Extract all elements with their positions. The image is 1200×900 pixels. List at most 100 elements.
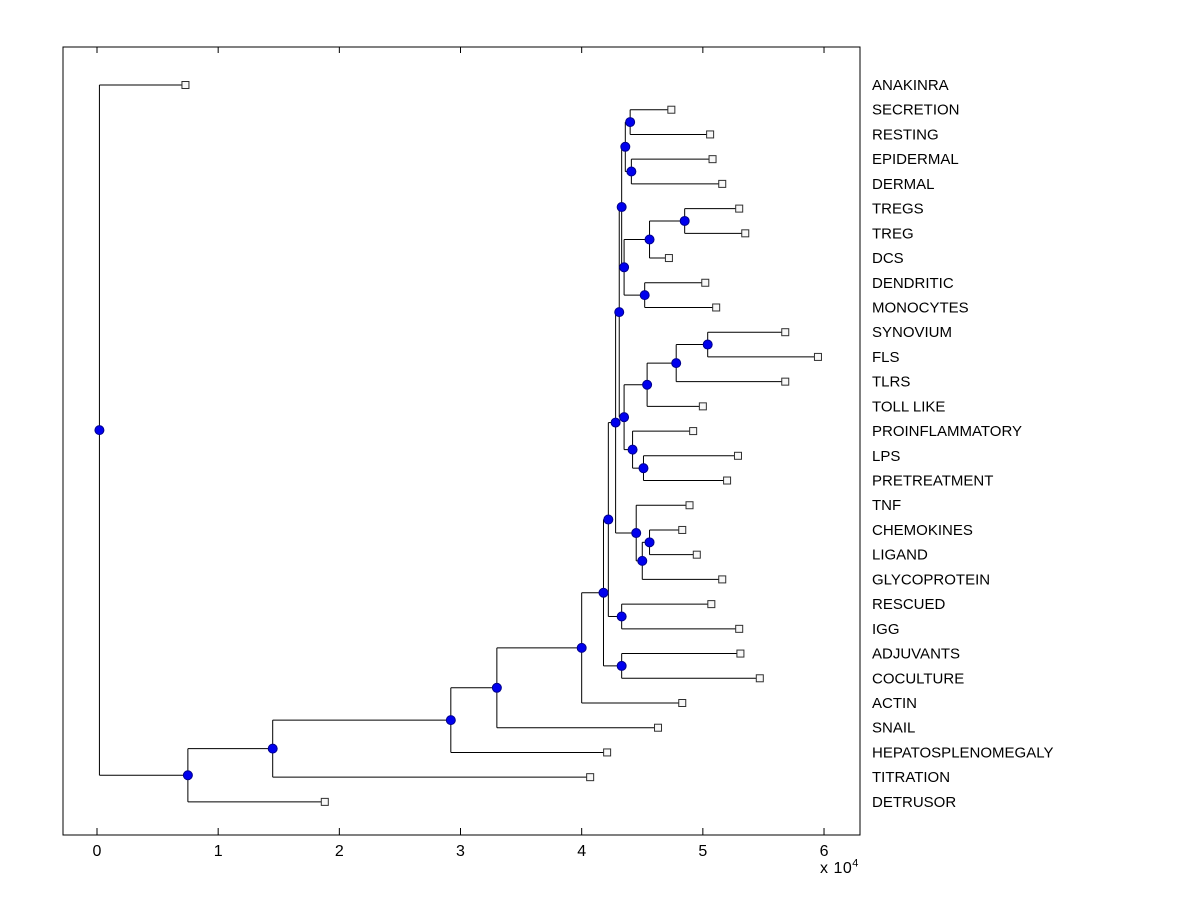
leaf-label: DENDRITIC bbox=[872, 275, 954, 292]
internal-node-marker bbox=[644, 234, 655, 245]
leaf-marker bbox=[692, 550, 701, 559]
leaf-marker bbox=[603, 748, 612, 757]
x-tick-label: 4 bbox=[577, 843, 586, 860]
internal-node-marker bbox=[598, 587, 609, 598]
leaf-marker bbox=[781, 328, 790, 337]
x-tick-label: 2 bbox=[335, 843, 344, 860]
leaf-label: MONOCYTES bbox=[872, 299, 969, 316]
internal-node-marker bbox=[94, 425, 105, 436]
axes-box bbox=[62, 46, 861, 836]
leaf-label: FLS bbox=[872, 349, 900, 366]
leaf-label: DERMAL bbox=[872, 176, 935, 193]
leaf-marker bbox=[712, 303, 721, 312]
leaf-label: TREG bbox=[872, 225, 914, 242]
leaf-label: CHEMOKINES bbox=[872, 522, 973, 539]
leaf-label: ADJUVANTS bbox=[872, 646, 960, 663]
leaf-label: COCULTURE bbox=[872, 670, 964, 687]
internal-node-marker bbox=[182, 770, 193, 781]
leaf-marker bbox=[741, 229, 750, 238]
x-tick-label: 0 bbox=[93, 843, 102, 860]
leaf-label: EPIDERMAL bbox=[872, 151, 959, 168]
leaf-marker bbox=[685, 501, 694, 510]
leaf-marker bbox=[735, 204, 744, 213]
internal-node-marker bbox=[614, 307, 625, 318]
leaf-marker bbox=[320, 797, 329, 806]
internal-node-marker bbox=[626, 166, 637, 177]
leaf-marker bbox=[733, 451, 742, 460]
leaf-marker bbox=[813, 352, 822, 361]
x-tick-label: 3 bbox=[456, 843, 465, 860]
leaf-label: PROINFLAMMATORY bbox=[872, 423, 1022, 440]
internal-node-marker bbox=[702, 339, 713, 350]
leaf-marker bbox=[707, 600, 716, 609]
leaf-label: RESCUED bbox=[872, 596, 946, 613]
leaf-label: TNF bbox=[872, 497, 901, 514]
leaf-marker bbox=[698, 402, 707, 411]
leaf-label: ACTIN bbox=[872, 695, 917, 712]
internal-node-marker bbox=[445, 715, 456, 726]
internal-node-marker bbox=[603, 514, 614, 525]
internal-node-marker bbox=[616, 202, 627, 213]
internal-node-marker bbox=[625, 117, 636, 128]
leaf-label: RESTING bbox=[872, 126, 939, 143]
leaf-label: LIGAND bbox=[872, 547, 928, 564]
leaf-marker bbox=[664, 254, 673, 263]
internal-node-marker bbox=[638, 463, 649, 474]
leaf-marker bbox=[181, 81, 190, 89]
leaf-marker bbox=[701, 278, 710, 287]
x-axis-multiplier-prefix: x 10 bbox=[820, 860, 853, 877]
leaf-marker bbox=[678, 699, 687, 707]
leaf-marker bbox=[755, 674, 764, 683]
internal-node-marker bbox=[619, 262, 630, 273]
internal-node-marker bbox=[631, 528, 642, 539]
leaf-marker bbox=[723, 476, 732, 485]
leaf-label: ANAKINRA bbox=[872, 77, 949, 94]
leaf-label: TREGS bbox=[872, 201, 924, 218]
leaf-marker bbox=[678, 525, 687, 534]
leaf-label: SYNOVIUM bbox=[872, 324, 952, 341]
leaf-marker bbox=[781, 377, 790, 386]
leaf-label: PRETREATMENT bbox=[872, 473, 993, 490]
internal-node-marker bbox=[610, 417, 621, 428]
leaf-marker bbox=[708, 155, 717, 164]
internal-node-marker bbox=[639, 290, 650, 301]
leaf-label: GLYCOPROTEIN bbox=[872, 571, 990, 588]
leaf-marker bbox=[718, 575, 727, 584]
leaf-label: SECRETION bbox=[872, 102, 960, 119]
leaf-marker bbox=[735, 624, 744, 633]
x-axis-multiplier-exponent: 4 bbox=[852, 857, 859, 870]
leaf-marker bbox=[689, 427, 698, 436]
x-axis-multiplier: x 104 bbox=[820, 857, 859, 878]
internal-node-marker bbox=[642, 379, 653, 390]
x-tick-label: 5 bbox=[698, 843, 707, 860]
internal-node-marker bbox=[616, 611, 627, 622]
internal-node-marker bbox=[619, 412, 630, 423]
leaf-marker bbox=[736, 649, 745, 658]
leaf-label: DETRUSOR bbox=[872, 794, 956, 811]
internal-node-marker bbox=[637, 555, 648, 566]
leaf-marker bbox=[706, 130, 715, 139]
leaf-label: TLRS bbox=[872, 374, 910, 391]
leaf-label: IGG bbox=[872, 621, 900, 638]
internal-node-marker bbox=[620, 141, 631, 152]
leaf-marker bbox=[667, 105, 676, 114]
internal-node-marker bbox=[491, 682, 502, 693]
internal-node-marker bbox=[267, 743, 278, 754]
internal-node-marker bbox=[576, 642, 587, 653]
leaf-marker bbox=[654, 723, 663, 732]
leaf-label: DCS bbox=[872, 250, 904, 267]
internal-node-marker bbox=[671, 358, 682, 369]
leaf-marker bbox=[586, 773, 595, 782]
leaf-marker bbox=[718, 179, 727, 188]
internal-node-marker bbox=[679, 215, 690, 226]
leaf-label: HEPATOSPLENOMEGALY bbox=[872, 744, 1053, 761]
leaf-label: TOLL LIKE bbox=[872, 398, 945, 415]
leaf-label: SNAIL bbox=[872, 720, 915, 737]
leaf-label: LPS bbox=[872, 448, 900, 465]
leaf-label: TITRATION bbox=[872, 769, 950, 786]
x-tick-label: 6 bbox=[820, 843, 829, 860]
internal-node-marker bbox=[644, 537, 655, 548]
internal-node-marker bbox=[616, 660, 627, 671]
